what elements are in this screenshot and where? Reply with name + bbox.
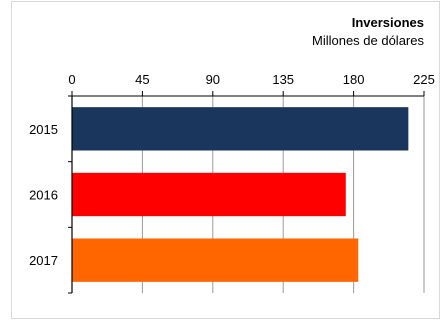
category-label-2017: 2017 xyxy=(29,253,58,268)
x-tick-label-3: 135 xyxy=(272,72,294,87)
bar-2017 xyxy=(72,238,359,282)
x-tick-label-5: 225 xyxy=(413,72,435,87)
x-tick-label-0: 0 xyxy=(68,72,75,87)
chart-subtitle: Millones de dólares xyxy=(311,33,424,48)
bar-2015 xyxy=(72,107,409,151)
category-label-2016: 2016 xyxy=(29,188,58,203)
chart-title: Inversiones xyxy=(351,15,424,30)
category-label-2015: 2015 xyxy=(29,122,58,137)
x-tick-label-4: 180 xyxy=(343,72,365,87)
x-tick-label-1: 45 xyxy=(135,72,149,87)
x-tick-label-2: 90 xyxy=(206,72,220,87)
bar-2016 xyxy=(72,172,346,217)
